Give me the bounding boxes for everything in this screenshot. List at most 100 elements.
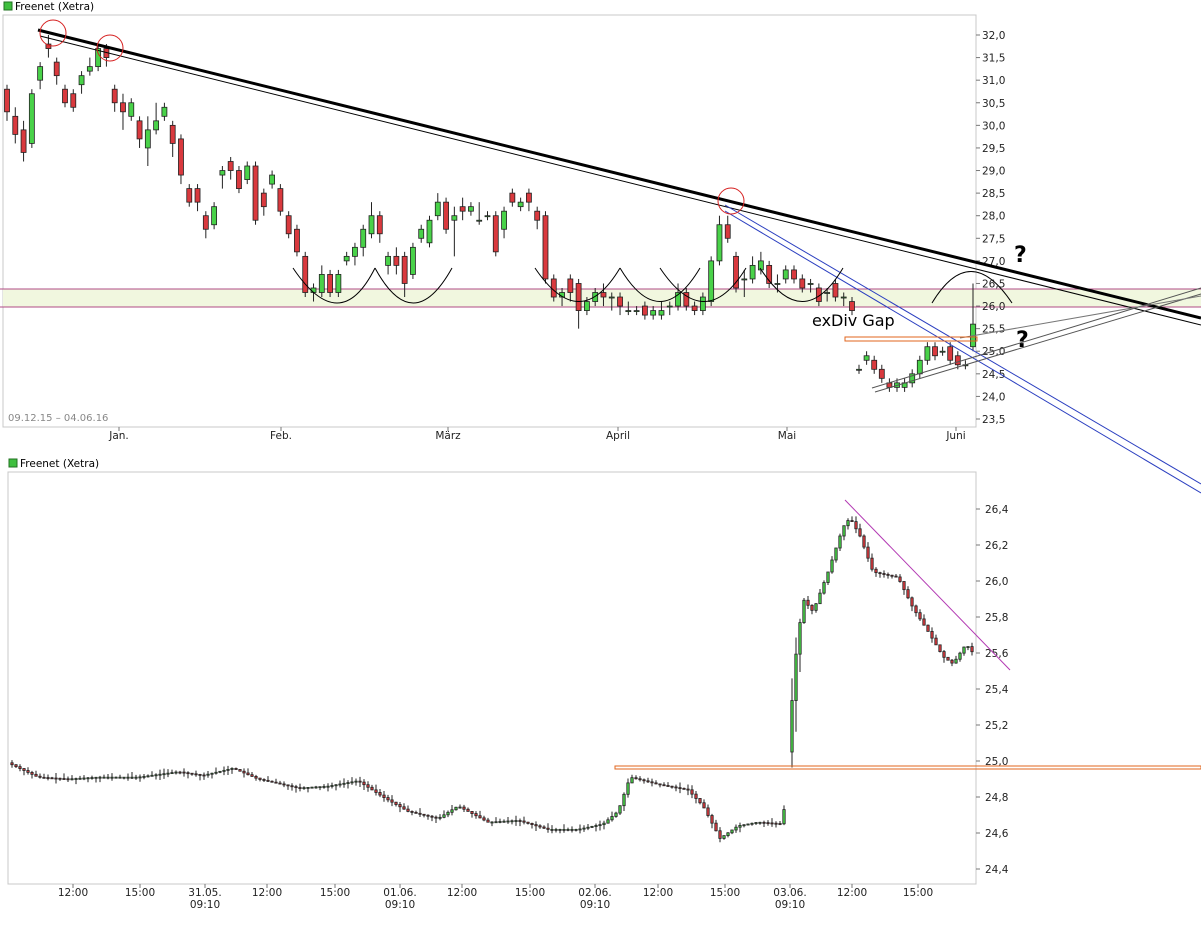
bottom-candle-body <box>870 557 874 570</box>
top-candle-body <box>509 192 516 203</box>
bottom-candle-body <box>658 783 662 786</box>
top-candle <box>658 301 665 320</box>
top-candle-after-gap <box>863 351 870 365</box>
bottom-candle-body <box>26 770 30 773</box>
top-candle <box>724 215 731 243</box>
bottom-candle-body <box>662 784 666 787</box>
top-candle-body <box>12 115 19 135</box>
top-candle-after-gap-body <box>947 346 954 361</box>
top-candle-body <box>144 129 151 149</box>
top-date-range: 09.12.15 – 04.06.16 <box>8 413 108 424</box>
bottom-candle <box>722 835 726 840</box>
bottom-candle-body <box>394 801 398 805</box>
top-candle-body <box>20 129 27 153</box>
bottom-candle <box>142 773 146 780</box>
bottom-candle <box>778 820 782 826</box>
bottom-candle <box>250 772 254 777</box>
top-candle <box>749 256 756 284</box>
bottom-candle <box>942 649 946 663</box>
bottom-candle-body <box>98 776 102 779</box>
bottom-candle <box>510 819 514 825</box>
bottom-candle <box>702 799 706 809</box>
bottom-candle-body <box>82 777 86 780</box>
bottom-candle <box>34 770 38 777</box>
bottom-candle <box>734 824 738 833</box>
bottom-candle <box>758 821 762 825</box>
bottom-candle <box>970 642 974 656</box>
bottom-candle-body <box>234 768 238 770</box>
bottom-candle <box>730 829 734 835</box>
bottom-candle <box>110 773 114 781</box>
bottom-candle-body <box>550 829 554 831</box>
top-y-tick-label: 26,0 <box>982 301 1005 313</box>
bottom-candle-body <box>206 773 210 776</box>
bottom-candle <box>642 778 646 784</box>
bottom-candle-body <box>86 777 90 780</box>
top-legend-swatch <box>3 1 13 11</box>
bottom-y-axis: 26,4 26,2 26,0 25,8 25,6 25,4 25,2 25,0 24,8 24,6… <box>976 504 1009 876</box>
bottom-candle-body <box>486 819 490 823</box>
top-candle-body <box>211 206 218 226</box>
bottom-candle <box>258 777 262 782</box>
top-y-tick-label: 24,5 <box>982 369 1005 381</box>
bottom-candle-body <box>166 772 170 775</box>
top-marker-circle-2 <box>96 34 124 62</box>
bottom-candle-body <box>862 535 866 548</box>
bottom-candle <box>890 574 894 579</box>
bottom-candle <box>962 646 966 656</box>
top-candle-body <box>120 102 126 113</box>
bottom-candle <box>146 774 150 778</box>
bottom-candle <box>530 822 534 829</box>
top-candle <box>327 269 333 298</box>
bottom-candle-body <box>346 782 350 784</box>
bottom-y-tick-label: 24,4 <box>985 864 1009 876</box>
bottom-candle-body <box>154 774 158 777</box>
question-mark-upper: ? <box>1014 243 1027 268</box>
bottom-candle <box>490 821 494 827</box>
top-candle <box>70 89 77 112</box>
top-candle-body <box>534 210 541 221</box>
bottom-candle <box>246 768 250 776</box>
bottom-candle-body <box>738 825 742 828</box>
bottom-candle-body <box>694 793 698 799</box>
bottom-candle <box>462 804 466 812</box>
bottom-candle <box>830 556 834 574</box>
bottom-x-tick-label: 15:00 <box>710 887 740 899</box>
bottom-candle-body <box>806 599 810 606</box>
bottom-candle <box>442 810 446 819</box>
bottom-candle <box>66 776 70 782</box>
bottom-candle-body <box>594 825 598 827</box>
bottom-candle-body <box>522 820 526 823</box>
top-candle <box>451 206 458 257</box>
top-candle <box>393 247 400 275</box>
bottom-downtrend-line <box>844 499 1011 671</box>
bottom-candle-body <box>762 821 766 824</box>
bottom-candle <box>678 782 682 794</box>
bottom-candle-body <box>22 768 26 771</box>
bottom-candle <box>746 823 750 826</box>
bottom-candle-body <box>910 597 914 607</box>
bottom-candle <box>826 571 830 585</box>
bottom-candle-body <box>362 781 366 786</box>
bottom-candle <box>698 798 702 805</box>
bottom-candle <box>206 771 210 778</box>
top-candle-body <box>782 269 789 280</box>
bottom-candle <box>582 825 586 832</box>
bottom-candle <box>262 778 266 782</box>
bottom-candle <box>954 655 958 664</box>
cup-arc-3 <box>534 267 621 302</box>
top-candle-after-gap <box>932 342 938 361</box>
bottom-candle <box>166 769 170 778</box>
bottom-candle <box>426 814 430 820</box>
bottom-candle-body <box>198 773 202 776</box>
bottom-candle <box>90 775 94 780</box>
bottom-candle-body <box>482 817 486 821</box>
top-candle-body <box>517 201 524 208</box>
top-x-axis: Jan. Feb. März April Mai Juni <box>108 427 966 442</box>
bottom-candle-body <box>422 813 426 816</box>
bottom-candle <box>134 774 138 780</box>
bottom-candle <box>874 567 878 577</box>
down-channel-line-a <box>724 204 1201 485</box>
bottom-candle-body <box>330 785 334 787</box>
bottom-y-tick-label: 26,4 <box>985 504 1009 516</box>
